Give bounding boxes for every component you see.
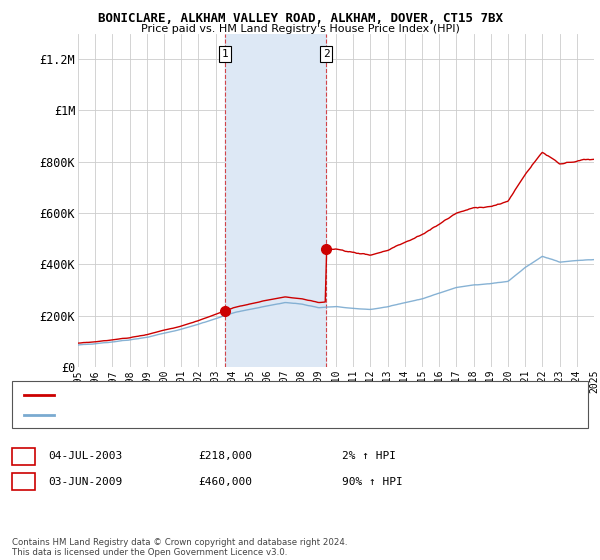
Text: HPI: Average price, detached house, Dover: HPI: Average price, detached house, Dove…	[60, 410, 301, 420]
Text: 03-JUN-2009: 03-JUN-2009	[48, 477, 122, 487]
Text: 04-JUL-2003: 04-JUL-2003	[48, 451, 122, 461]
Text: £218,000: £218,000	[198, 451, 252, 461]
Text: Contains HM Land Registry data © Crown copyright and database right 2024.
This d: Contains HM Land Registry data © Crown c…	[12, 538, 347, 557]
Text: 1: 1	[20, 450, 27, 463]
Text: 2: 2	[20, 475, 27, 488]
Text: 90% ↑ HPI: 90% ↑ HPI	[342, 477, 403, 487]
Text: BONICLARE, ALKHAM VALLEY ROAD, ALKHAM, DOVER, CT15 7BX (detached house): BONICLARE, ALKHAM VALLEY ROAD, ALKHAM, D…	[60, 390, 477, 400]
Text: £460,000: £460,000	[198, 477, 252, 487]
Text: BONICLARE, ALKHAM VALLEY ROAD, ALKHAM, DOVER, CT15 7BX: BONICLARE, ALKHAM VALLEY ROAD, ALKHAM, D…	[97, 12, 503, 25]
Bar	[225, 34, 326, 367]
Text: 2: 2	[323, 49, 329, 59]
Text: Price paid vs. HM Land Registry's House Price Index (HPI): Price paid vs. HM Land Registry's House …	[140, 24, 460, 34]
Text: 1: 1	[221, 49, 228, 59]
Text: 2% ↑ HPI: 2% ↑ HPI	[342, 451, 396, 461]
